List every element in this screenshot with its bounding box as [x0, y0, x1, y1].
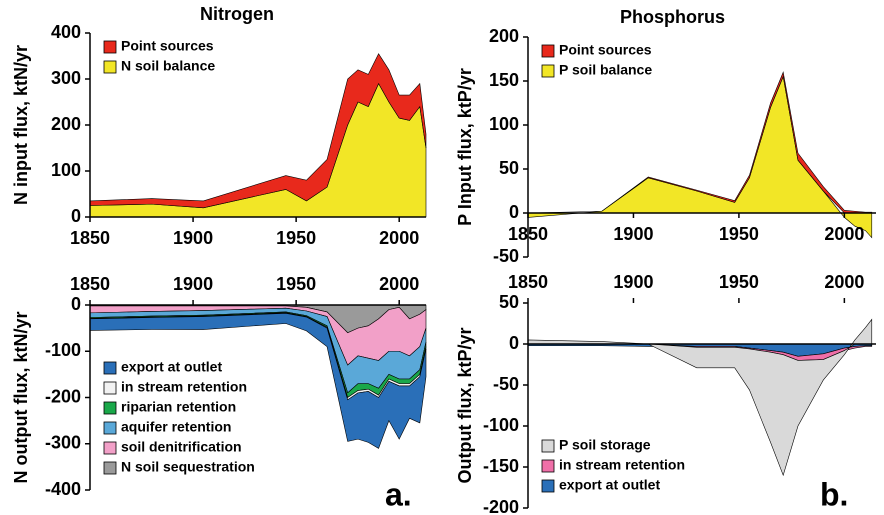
y-tick-label: 0 [509, 333, 519, 353]
y-tick-label: 200 [51, 114, 81, 134]
area [89, 53, 427, 209]
x-tick-label: 1900 [173, 228, 213, 248]
x-tick-label: 1900 [613, 224, 653, 244]
y-tick-label: -200 [45, 386, 81, 406]
y-tick-label: 200 [489, 26, 519, 46]
y-tick-label: -50 [493, 374, 519, 394]
legend-label: aquifer retention [121, 419, 231, 435]
legend-label: riparian retention [121, 399, 236, 415]
x-tick-label: 1850 [70, 228, 110, 248]
x-tick-label: 1950 [719, 224, 759, 244]
x-tick-label: 2000 [379, 274, 419, 294]
legend-label: P soil balance [559, 62, 652, 78]
x-tick-label: 1850 [70, 274, 110, 294]
legend-swatch [103, 60, 117, 74]
x-tick-label: 2000 [824, 272, 864, 292]
legend-swatch [103, 361, 117, 375]
legend-swatch [541, 479, 555, 493]
y-tick-label: 100 [51, 160, 81, 180]
legend-label: N soil sequestration [121, 459, 255, 475]
y-axis-label: Output flux, ktP/yr [455, 327, 475, 483]
legend-label: soil denitrification [121, 439, 242, 455]
area [89, 82, 427, 218]
legend-swatch [103, 401, 117, 415]
legend-label: export at outlet [121, 359, 222, 375]
legend-swatch [541, 459, 555, 473]
y-tick-label: 300 [51, 68, 81, 88]
y-axis-label: N input flux, ktN/yr [11, 45, 31, 205]
y-tick-label: 0 [71, 294, 81, 314]
legend-swatch [541, 44, 555, 58]
legend-swatch [103, 40, 117, 54]
y-tick-label: -150 [483, 456, 519, 476]
legend-swatch [103, 461, 117, 475]
legend-label: in stream retention [559, 457, 685, 473]
x-tick-label: 1950 [276, 228, 316, 248]
legend-swatch [103, 441, 117, 455]
y-axis-label: N output flux, ktN/yr [11, 312, 31, 484]
legend-swatch [541, 64, 555, 78]
y-tick-label: 50 [499, 292, 519, 312]
x-tick-label: 2000 [379, 228, 419, 248]
y-tick-label: -50 [493, 246, 519, 266]
legend-label: N soil balance [121, 58, 215, 74]
panel-label: a. [385, 476, 412, 512]
y-tick-label: 0 [71, 206, 81, 226]
legend-swatch [103, 421, 117, 435]
legend-label: in stream retention [121, 379, 247, 395]
y-tick-label: -300 [45, 433, 81, 453]
y-tick-label: -400 [45, 479, 81, 499]
x-tick-label: 1900 [173, 274, 213, 294]
legend-label: export at outlet [559, 477, 660, 493]
legend-swatch [541, 439, 555, 453]
legend-swatch [103, 381, 117, 395]
y-tick-label: -100 [483, 415, 519, 435]
y-tick-label: 100 [489, 114, 519, 134]
y-tick-label: 150 [489, 70, 519, 90]
legend-label: Point sources [121, 38, 214, 54]
x-tick-label: 1900 [613, 272, 653, 292]
area [89, 313, 427, 449]
x-tick-label: 1850 [508, 224, 548, 244]
y-axis-label: P Input flux, ktP/yr [455, 68, 475, 226]
legend-label: Point sources [559, 42, 652, 58]
y-tick-label: -200 [483, 497, 519, 515]
legend-label: P soil storage [559, 437, 651, 453]
x-tick-label: 1950 [719, 272, 759, 292]
panel-title: Phosphorus [620, 7, 725, 27]
y-tick-label: 50 [499, 158, 519, 178]
y-tick-label: 0 [509, 202, 519, 222]
y-tick-label: 400 [51, 22, 81, 42]
y-tick-label: -100 [45, 340, 81, 360]
x-tick-label: 1950 [276, 274, 316, 294]
panel-label: b. [820, 476, 848, 512]
x-tick-label: 2000 [824, 224, 864, 244]
panel-title: Nitrogen [200, 4, 274, 24]
x-tick-label: 1850 [508, 272, 548, 292]
